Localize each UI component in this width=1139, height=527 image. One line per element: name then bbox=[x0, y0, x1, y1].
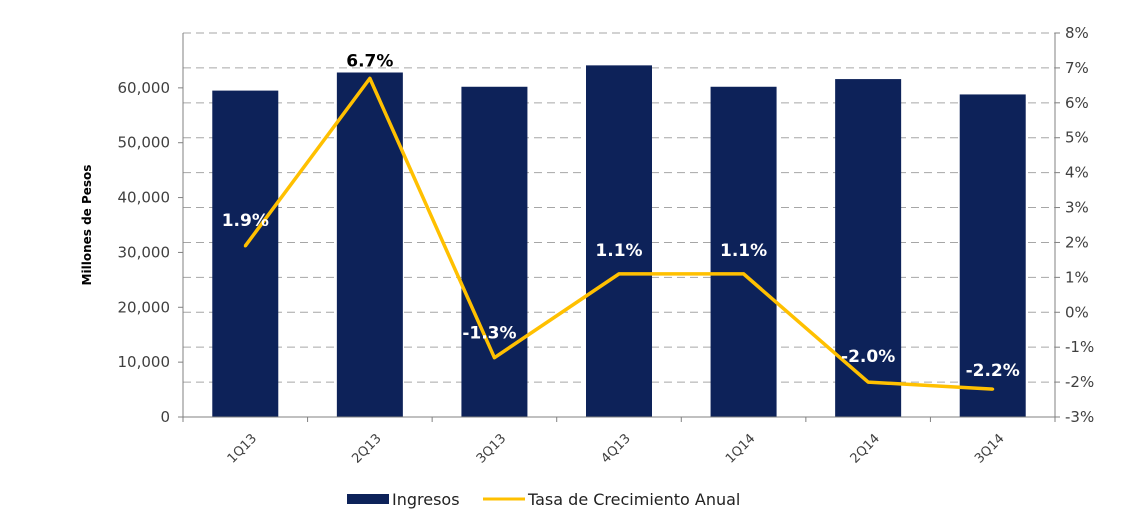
bar-3Q13 bbox=[461, 86, 528, 417]
x-tick-label: 3Q14 bbox=[972, 431, 1007, 466]
y2-tick-label: 4% bbox=[1065, 164, 1089, 182]
line-point-2Q14 bbox=[866, 380, 870, 384]
y2-tick-label: -3% bbox=[1065, 408, 1094, 426]
data-label-3Q13: -1.3% bbox=[462, 324, 516, 344]
y2-tick-label: 0% bbox=[1065, 303, 1089, 321]
line-point-3Q14 bbox=[991, 387, 995, 391]
y2-tick-label: -1% bbox=[1065, 338, 1094, 356]
line-tasa-crecimiento bbox=[243, 76, 995, 391]
bar-2Q13 bbox=[336, 72, 403, 418]
y2-tick-label: -2% bbox=[1065, 373, 1094, 391]
y-tick-label: 50,000 bbox=[118, 134, 171, 152]
y2-tick-label: 8% bbox=[1065, 24, 1089, 42]
x-tick-label: 2Q14 bbox=[848, 431, 883, 466]
y-tick-label: 60,000 bbox=[118, 79, 171, 97]
x-tick-label: 1Q13 bbox=[225, 431, 260, 466]
data-label-1Q14: 1.1% bbox=[720, 241, 767, 261]
y-tick-label: 40,000 bbox=[118, 189, 171, 207]
y-tick-label: 30,000 bbox=[118, 243, 171, 261]
y2-tick-label: 2% bbox=[1065, 233, 1089, 251]
bar-4Q13 bbox=[586, 65, 652, 417]
line-point-1Q13 bbox=[243, 244, 247, 248]
x-tick-label: 2Q13 bbox=[349, 431, 384, 466]
data-labels: 1.9% 6.7% -1.3% 1.1% 1.1% -2.0% -2.2% bbox=[222, 51, 1020, 381]
data-label-1Q13: 1.9% bbox=[222, 211, 269, 231]
line-point-1Q14 bbox=[742, 272, 746, 276]
y2-tick-label: 3% bbox=[1065, 199, 1089, 217]
x-tick-label: 1Q14 bbox=[723, 431, 758, 466]
y-axis-title: Millones de Pesos bbox=[80, 165, 94, 286]
x-tick-label: 3Q13 bbox=[474, 431, 509, 466]
legend-label-ingresos: Ingresos bbox=[392, 490, 460, 509]
line-point-3Q13 bbox=[492, 356, 496, 360]
y-tick-label: 10,000 bbox=[118, 353, 171, 371]
y-tick-label: 0 bbox=[160, 408, 170, 426]
x-tick-label: 4Q13 bbox=[598, 431, 633, 466]
line-point-2Q13 bbox=[368, 76, 372, 80]
bar-1Q14 bbox=[710, 86, 777, 417]
legend-label-tasa: Tasa de Crecimiento Anual bbox=[527, 490, 740, 509]
legend: Ingresos Tasa de Crecimiento Anual bbox=[347, 490, 740, 509]
y2-tick-label: 7% bbox=[1065, 59, 1089, 77]
data-label-4Q13: 1.1% bbox=[595, 241, 642, 261]
line-point-4Q13 bbox=[617, 272, 621, 276]
y2-tick-label: 6% bbox=[1065, 94, 1089, 112]
data-label-2Q13: 6.7% bbox=[346, 51, 393, 71]
data-label-2Q14: -2.0% bbox=[841, 347, 895, 367]
data-label-3Q14: -2.2% bbox=[966, 361, 1020, 381]
legend-swatch-ingresos bbox=[347, 494, 389, 504]
y2-tick-label: 1% bbox=[1065, 268, 1089, 286]
bar-1Q13 bbox=[212, 90, 279, 417]
y-tick-label: 20,000 bbox=[118, 298, 171, 316]
y2-tick-label: 5% bbox=[1065, 129, 1089, 147]
bar-3Q14 bbox=[959, 94, 1026, 417]
